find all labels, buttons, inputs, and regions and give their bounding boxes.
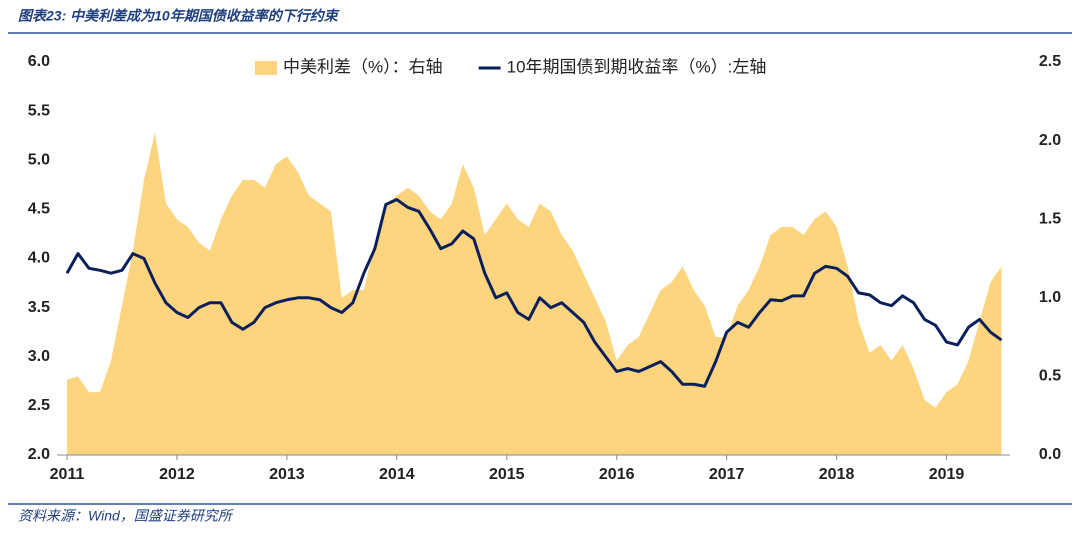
- legend-swatch: [255, 61, 277, 75]
- y2-tick-label: 0.0: [1039, 446, 1061, 463]
- x-tick-label: 2019: [929, 466, 965, 483]
- x-tick-label: 2015: [489, 466, 525, 483]
- y2-tick-label: 0.5: [1039, 368, 1061, 385]
- y-tick-label: 5.0: [28, 151, 50, 168]
- legend-label: 中美利差（%）：右轴: [283, 57, 443, 76]
- y-tick-label: 4.0: [28, 250, 50, 267]
- legend-label: 10年期国债到期收益率（%）:左轴: [507, 57, 767, 76]
- y2-tick-label: 1.5: [1039, 210, 1061, 227]
- source-note: 资料来源：Wind，国盛证券研究所: [18, 508, 234, 524]
- x-tick-label: 2018: [819, 466, 855, 483]
- x-tick-label: 2017: [709, 466, 745, 483]
- yield-line: [65, 198, 1003, 388]
- y2-tick-label: 1.0: [1039, 289, 1061, 306]
- y-tick-label: 2.5: [28, 397, 50, 414]
- x-tick-label: 2011: [50, 466, 85, 483]
- y-tick-label: 5.5: [28, 102, 50, 119]
- y-tick-label: 3.0: [28, 348, 50, 365]
- y-tick-label: 4.5: [28, 201, 50, 218]
- y2-tick-label: 2.5: [1039, 53, 1061, 70]
- x-tick-label: 2016: [599, 466, 635, 483]
- x-tick-label: 2013: [269, 466, 305, 483]
- y-tick-label: 6.0: [28, 53, 50, 70]
- spread-area: [67, 132, 1002, 456]
- y-tick-label: 3.5: [28, 299, 50, 316]
- y2-tick-label: 2.0: [1039, 132, 1061, 149]
- x-tick-label: 2014: [379, 466, 415, 483]
- y-tick-label: 2.0: [28, 446, 50, 463]
- figure-title: 图表23: 中美利差成为10年期国债收益率的下行约束: [18, 8, 340, 24]
- x-tick-label: 2012: [159, 466, 195, 483]
